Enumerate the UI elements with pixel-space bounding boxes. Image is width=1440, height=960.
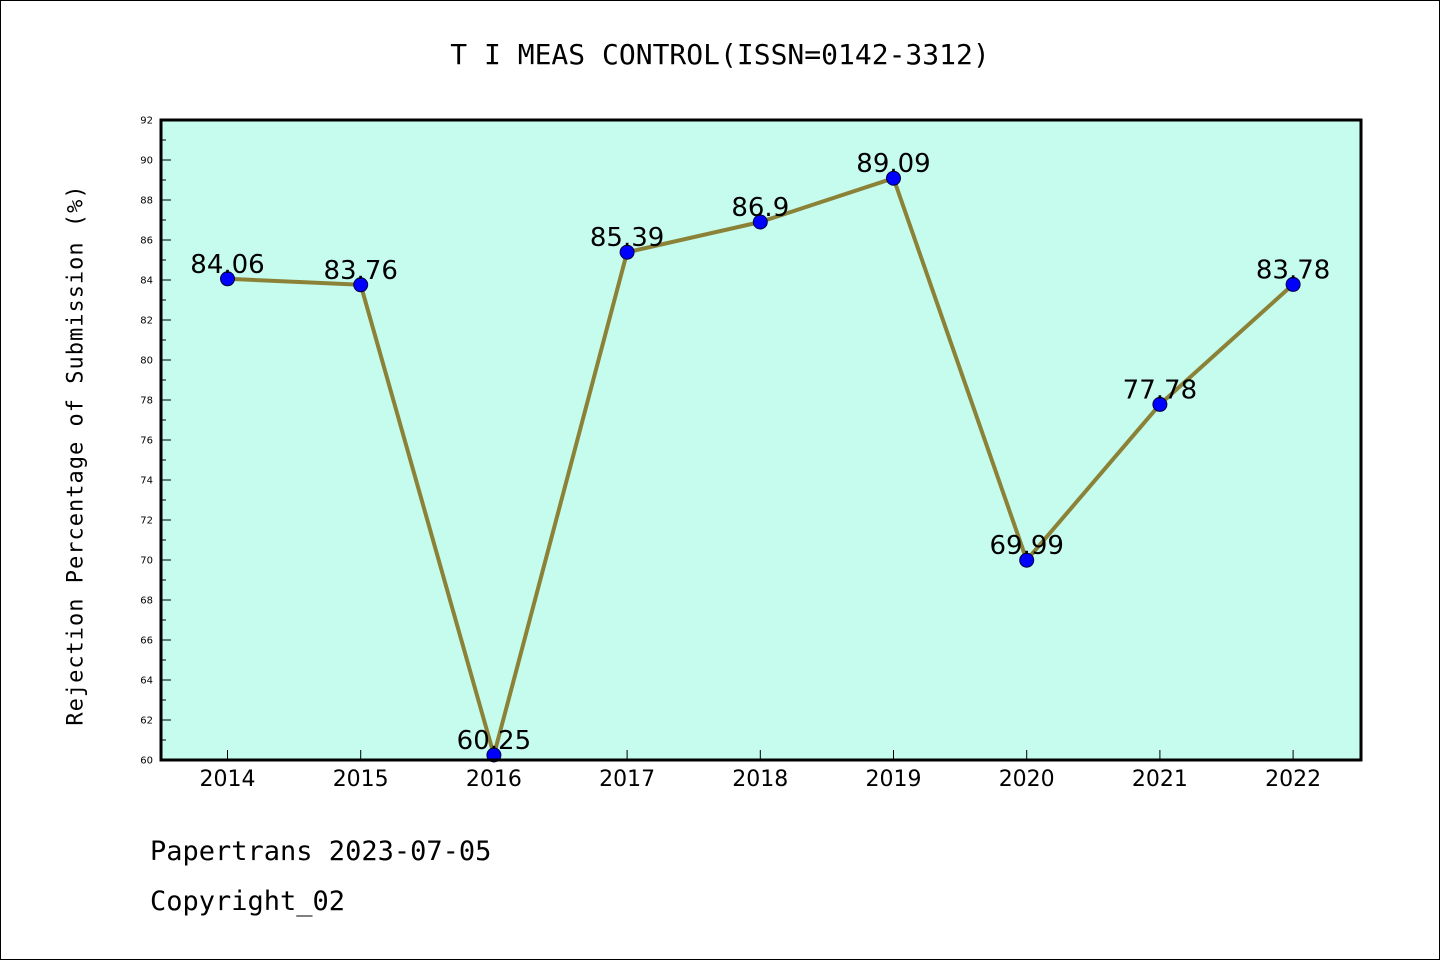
data-label: 77.78 [1123, 375, 1197, 405]
data-label: 69.99 [989, 531, 1063, 561]
chart-title: T I MEAS CONTROL(ISSN=0142-3312) [450, 38, 990, 71]
data-label: 60.25 [457, 726, 531, 756]
footer-date: Papertrans 2023-07-05 [150, 836, 492, 867]
data-point [1285, 276, 1301, 292]
y-tick-label: 88 [140, 196, 153, 207]
x-tick-label: 2020 [999, 767, 1055, 792]
plot-border [159, 118, 1363, 762]
y-tick-label: 64 [140, 676, 153, 687]
data-label: 84.06 [190, 250, 264, 280]
data-point [353, 277, 369, 293]
x-tick-label: 2019 [866, 767, 922, 792]
y-tick-label: 92 [140, 116, 153, 127]
data-label: 86.9 [731, 193, 789, 223]
data-label: 89.09 [856, 149, 930, 179]
data-point [220, 271, 235, 287]
y-tick-label: 66 [140, 636, 153, 647]
y-tick-label: 62 [140, 716, 153, 727]
y-tick-label: 82 [140, 316, 153, 327]
data-label: 83.78 [1256, 255, 1330, 285]
y-tick-label: 74 [140, 476, 153, 487]
x-tick-label: 2018 [732, 767, 788, 792]
data-point [1019, 552, 1035, 568]
x-tick-label: 2014 [200, 767, 256, 792]
x-tick-label: 2017 [599, 767, 655, 792]
x-tick-label: 2021 [1132, 767, 1188, 792]
y-tick-label: 72 [140, 516, 153, 527]
data-point [752, 214, 768, 230]
data-point [619, 244, 635, 260]
y-tick-label: 60 [140, 756, 153, 767]
footer-copyright: Copyright_02 [150, 886, 346, 917]
x-tick-label: 2015 [333, 767, 389, 792]
y-tick-label: 80 [140, 356, 153, 367]
data-label: 83.76 [323, 256, 397, 286]
y-tick-label: 68 [140, 596, 153, 607]
data-label: 85.39 [590, 223, 664, 253]
y-tick-label: 90 [140, 156, 153, 167]
x-tick-label: 2016 [466, 767, 522, 792]
y-tick-label: 86 [140, 236, 153, 247]
data-point [886, 170, 901, 186]
x-tick-label: 2022 [1265, 767, 1321, 792]
y-tick-label: 78 [140, 396, 153, 407]
y-tick-label: 70 [140, 556, 153, 567]
y-tick-label: 84 [140, 276, 153, 287]
data-point [1152, 396, 1168, 412]
y-tick-label: 76 [140, 436, 153, 447]
